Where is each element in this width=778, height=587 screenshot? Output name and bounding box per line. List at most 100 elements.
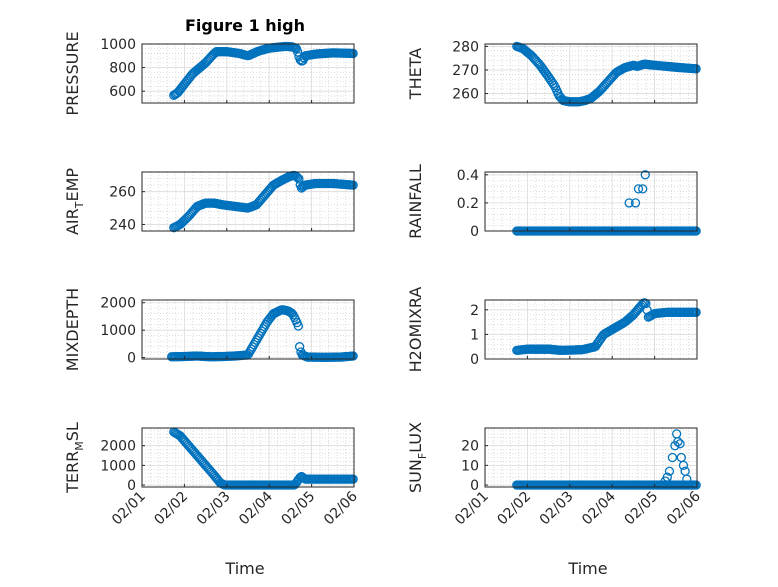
ytick-label: 10 [461,458,479,474]
data-point [637,300,647,310]
series-air_temp [169,170,358,233]
data-point [255,328,266,339]
ytick-label: 0 [127,351,136,367]
ytick-label: 2 [470,303,479,319]
data-point [691,64,701,74]
ytick-label: 1000 [100,458,136,474]
data-point [250,337,260,348]
ytick-label: 20 [461,439,479,455]
data-point [667,452,678,463]
data-point [291,171,302,182]
axes-box [484,43,698,104]
xlabel-left: Time [224,559,264,578]
data-point [630,198,641,208]
ylabel-sun_flux: SUNFLUX [406,422,429,493]
xtick-label: 02/05 [622,489,662,529]
data-point [638,184,648,194]
series-h2omixra [512,298,701,356]
data-point [673,437,683,447]
data-point [249,339,259,350]
ylabel-terr_msl: TERRMSL [63,422,86,494]
xtick-label: 02/06 [321,488,361,528]
ytick-label: 1000 [100,37,136,53]
data-point [293,321,303,331]
subplot-mixdepth: 0 1000 2000 MIXDEPTH [63,288,358,371]
data-point [675,439,685,449]
data-point [258,324,268,334]
data-point [682,474,692,484]
subplot-h2omixra: 0 1 2 H2OMIXRA [406,287,701,373]
axes-box [484,299,698,360]
xtick-label: 02/02 [151,489,191,529]
ytick-label: 0 [127,478,136,494]
subplot-air_temp: 240 260 AIRTEMP [63,168,358,235]
data-point [253,333,263,343]
axes-box [141,299,355,360]
xtick-label: 02/02 [494,489,534,529]
data-point [251,335,262,345]
data-point [244,349,254,359]
series-terr_msl [169,427,358,490]
series-sun_flux [512,429,701,490]
figure-title: Figure 1 high [185,16,305,35]
axes-box [141,43,355,104]
ytick-label: 260 [109,185,136,201]
subplot-pressure: 600 800 1000 PRESSURE [63,31,358,116]
xtick-label: 02/04 [579,488,619,528]
ytick-label: 240 [109,217,136,233]
data-point [691,307,701,317]
series-mixdepth [167,305,358,363]
data-point [245,346,255,357]
data-point [247,342,258,352]
xtick-label: 02/03 [194,489,234,529]
ytick-label: 260 [452,87,479,103]
ytick-label: 2000 [100,439,136,455]
ytick-label: 270 [452,63,479,79]
data-point [348,180,358,190]
ytick-label: 0 [470,352,479,368]
axes-box [141,171,355,232]
ytick-label: 600 [109,84,136,100]
xtick-label: 02/03 [537,489,577,529]
data-point [678,460,689,471]
ytick-label: 1 [470,327,479,343]
ytick-label: 0.4 [457,168,479,184]
data-point [294,174,304,184]
subplot-rainfall: 0 0.2 0.4 RAINFALL [406,164,701,240]
ylabel-rainfall: RAINFALL [406,164,425,239]
subplot-theta: 260 270 280 THETA [406,39,701,107]
ytick-label: 800 [109,61,136,77]
xtick-label: 02/01 [452,489,492,529]
ytick-label: 280 [452,39,479,55]
axes-box [141,427,355,488]
data-point [348,48,358,59]
ylabel-h2omixra: H2OMIXRA [406,287,425,373]
ylabel-mixdepth: MIXDEPTH [63,288,82,371]
axes-box [484,427,698,488]
data-point [348,474,358,484]
xtick-label: 02/01 [109,489,149,529]
xtick-label: 02/04 [236,488,276,528]
data-point [294,342,305,352]
ylabel-air_temp: AIRTEMP [63,168,86,235]
xtick-label: 02/05 [279,489,319,529]
axes-background [485,172,697,231]
ylabel-pressure: PRESSURE [63,31,82,115]
axes-box [484,171,698,232]
data-point [624,198,634,208]
ytick-label: 0 [470,478,479,494]
ytick-label: 1000 [100,323,136,339]
data-point [254,330,264,341]
ytick-label: 0 [470,224,479,240]
data-point [633,184,644,194]
data-point [348,351,358,361]
data-point [664,466,675,476]
xlabel-right: Time [567,559,607,578]
data-point [246,344,256,354]
data-point [691,480,701,490]
data-point [640,170,650,180]
data-point [257,326,267,336]
ylabel-theta: THETA [406,48,425,100]
ytick-label: 0.2 [457,196,479,212]
